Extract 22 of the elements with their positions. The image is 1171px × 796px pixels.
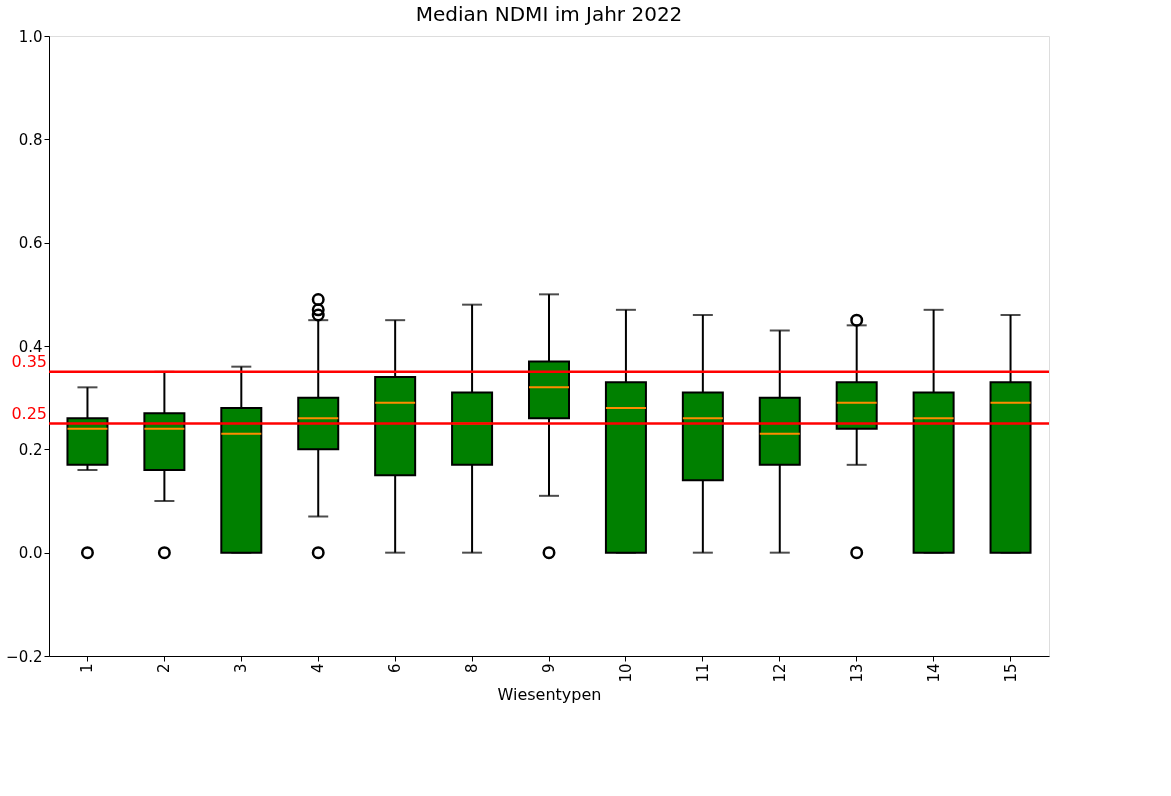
x-tick-label: 9 — [540, 663, 558, 674]
y-tick-label: 0.8 — [18, 130, 43, 149]
x-tick-label: 13 — [847, 663, 866, 683]
y-tick-label: −0.2 — [6, 647, 43, 666]
x-tick-label: 3 — [232, 663, 251, 674]
x-tick-label: 2 — [155, 663, 174, 674]
y-tick-label: 0.2 — [18, 440, 43, 459]
x-tick-label: 11 — [693, 663, 712, 683]
x-tick-label: 10 — [616, 663, 635, 683]
chart-title: Median NDMI im Jahr 2022 — [415, 2, 683, 26]
x-tick-label: 15 — [1001, 663, 1020, 683]
x-tick-label: 8 — [463, 663, 482, 674]
x-tick-label: 12 — [770, 663, 789, 683]
ref-line-label: 0.25 — [11, 403, 47, 423]
y-tick-label: 0.6 — [18, 234, 43, 253]
y-tick-label: 0.0 — [18, 544, 43, 563]
x-axis-title: Wiesentypen — [497, 684, 602, 704]
x-tick-label: 1 — [78, 663, 97, 674]
y-tick-label: 1.0 — [18, 27, 43, 46]
x-tick-label: 4 — [309, 663, 328, 674]
x-tick-label: 14 — [924, 663, 943, 683]
x-tick-label: 6 — [386, 663, 405, 674]
